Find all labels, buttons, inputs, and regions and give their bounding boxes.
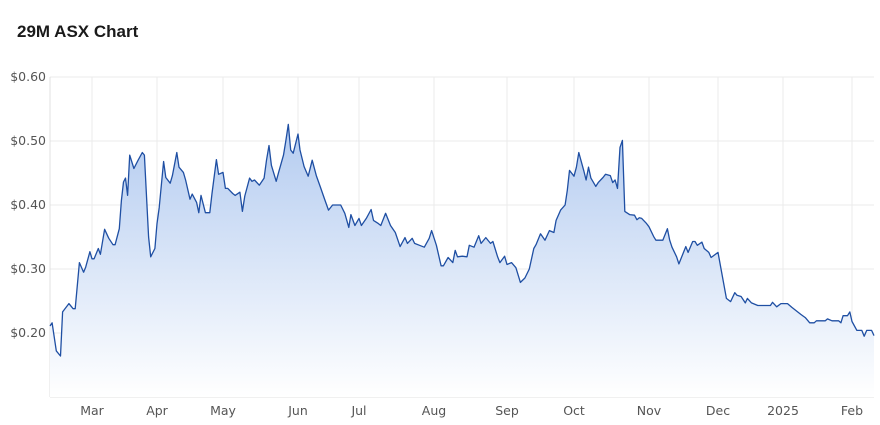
x-tick-label: Sep <box>495 403 519 418</box>
y-tick-label: $0.30 <box>10 261 46 276</box>
x-tick-label: Nov <box>637 403 662 418</box>
x-tick-label: 2025 <box>767 403 799 418</box>
y-tick-label: $0.20 <box>10 325 46 340</box>
y-tick-label: $0.50 <box>10 133 46 148</box>
x-tick-label: Feb <box>841 403 863 418</box>
price-area <box>50 124 874 398</box>
price-line <box>49 123 875 357</box>
y-tick-label: $0.60 <box>10 69 46 84</box>
chart-title: 29M ASX Chart <box>17 22 139 41</box>
x-tick-label: Oct <box>563 403 585 418</box>
x-tick-label: Apr <box>146 403 168 418</box>
x-tick-label: Dec <box>706 403 730 418</box>
x-tick-label: Jul <box>350 403 366 418</box>
x-tick-label: Aug <box>422 403 446 418</box>
x-tick-label: Mar <box>80 403 104 418</box>
x-tick-label: Jun <box>287 403 308 418</box>
y-tick-label: $0.40 <box>10 197 46 212</box>
x-tick-label: May <box>210 403 236 418</box>
